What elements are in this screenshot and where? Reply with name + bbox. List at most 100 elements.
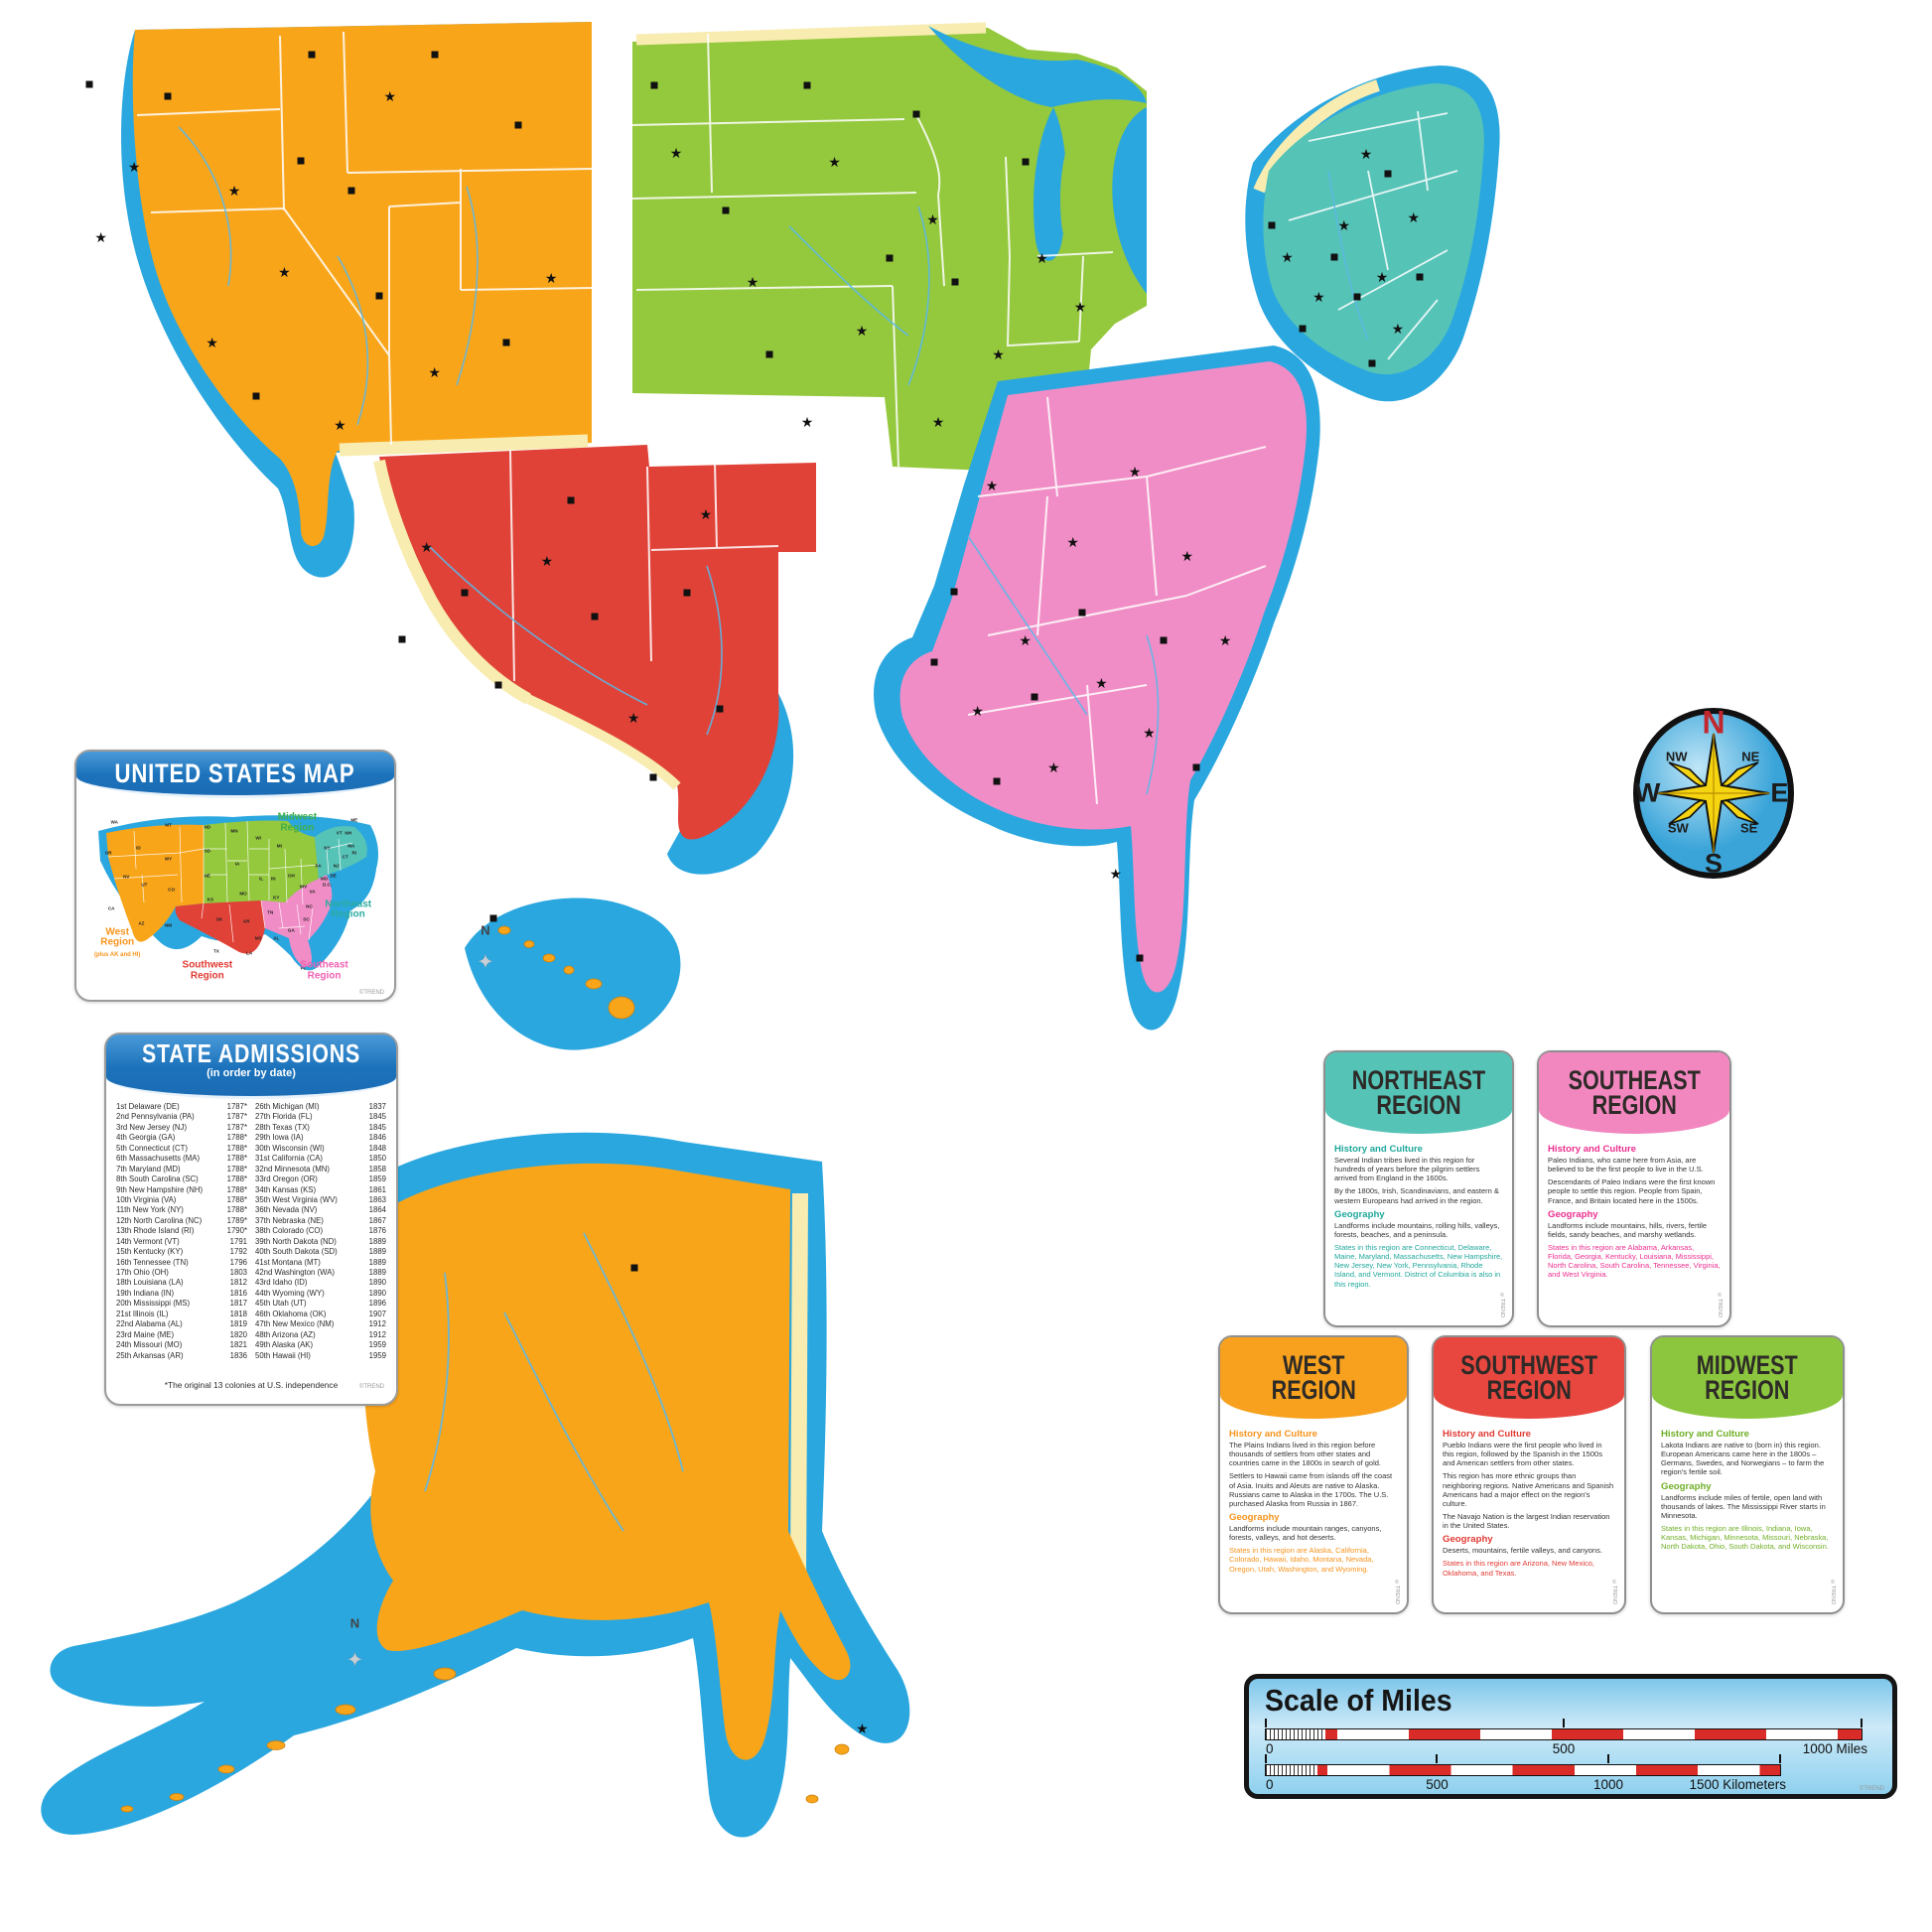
state-abbreviation: GA [287,927,295,933]
city-square-marker [886,254,893,262]
southeast-region-card[interactable]: SOUTHEAST REGION History and Culture Pale… [1537,1050,1731,1327]
state-name: 3rd New Jersey (NJ) [116,1122,188,1132]
state-borders [136,31,593,446]
southwest-land [379,445,816,840]
capital-star-marker: ★ [1073,298,1087,315]
paragraph: The Navajo Nation is the largest Indian … [1443,1511,1610,1531]
trend-credit: ©TREND [1830,1580,1836,1604]
midwest-region-card[interactable]: MIDWEST REGION History and Culture Lakota… [1650,1335,1845,1614]
admission-year: 1959 [368,1350,386,1360]
capital-star-marker: ★ [1128,463,1142,480]
admission-row: 4th Georgia (GA) 1788* [116,1133,247,1143]
admission-row: 37th Nebraska (NE) 1867 [255,1216,386,1226]
card-title: WEST REGION [1271,1350,1356,1405]
compass-rose[interactable]: N NE E SE S SW W NW [1633,704,1794,880]
admission-year: 1850 [368,1154,386,1164]
paragraph: This region has more ethnic groups than … [1443,1471,1614,1508]
minimap-labels: WA OR CA NV ID MT WY UT CO AZ NM ND SD NE KS OK TX MN IA MO… [84,803,384,988]
scale-tick [1436,1754,1439,1763]
admission-year: 1907 [368,1309,386,1318]
compass-point-ne: NE [1741,749,1760,764]
state-name: 16th Tennessee (TN) [116,1257,189,1267]
west-region-map-piece[interactable]: ★ ★ ★ ★ ★ ★ ★ ★ ★ [40,8,596,596]
state-borders [967,396,1267,805]
city-square-marker [950,588,958,596]
capital-star-marker: ★ [828,154,841,171]
admission-year: 1876 [368,1226,386,1236]
scale-label: 0 [1266,1741,1274,1756]
state-admissions-card[interactable]: STATE ADMISSIONS (in order by date) 1st … [104,1033,398,1406]
hawaii-map-piece[interactable]: N ✦ [435,879,688,1077]
admission-row: 40th South Dakota (SD) 1889 [255,1247,386,1257]
capital-star-marker: ★ [1143,724,1156,741]
minimap-region-label: (plus AK and HI) [93,951,141,958]
admission-row: 20th Mississippi (MS) 1817 [116,1299,247,1309]
paragraph: Deserts, mountains, fertile valleys, and… [1443,1546,1602,1556]
section-heading: Geography [1548,1208,1598,1220]
midwest-region-map-piece[interactable]: ★ ★ ★ ★ ★ ★ ★ ★ ★ ★ [611,8,1157,489]
northeast-region-card[interactable]: NORTHEAST REGION History and Culture Seve… [1323,1050,1514,1327]
admission-row: 24th Missouri (MO) 1821 [116,1340,247,1350]
state-name: 41st Montana (MT) [255,1257,321,1267]
admission-row: 36th Nevada (NV) 1864 [255,1205,386,1215]
lake-michigan [1034,107,1067,261]
admission-year: 1791 [229,1236,247,1246]
hawaiian-islands [497,925,635,1020]
state-abbreviation: CT [342,854,348,860]
state-name: 25th Arkansas (AR) [116,1350,184,1360]
state-name: 18th Louisiana (LA) [116,1278,184,1288]
trend-credit: ©TREND [1859,1786,1884,1792]
alaska-map-piece[interactable]: N ✦ ★ [28,1114,976,1923]
state-name: 5th Connecticut (CT) [116,1143,188,1153]
scale-tick [1779,1754,1781,1763]
section-heading: History and Culture [1443,1429,1532,1440]
admission-row: 23rd Maine (ME) 1820 [116,1330,247,1340]
compass-star-icon: ✦ [346,1649,363,1672]
alaska-city-markers: ★ [28,1114,976,1923]
united-states-map-card[interactable]: UNITED STATES MAP WA OR CA NV ID MT WY UT CO AZ N [74,750,396,1002]
state-abbreviation: TX [212,948,219,954]
state-abbreviation: WI [255,835,261,841]
admission-row: 16th Tennessee (TN) 1796 [116,1258,247,1268]
state-name: 1st Delaware (DE) [116,1102,180,1111]
scale-of-miles-card[interactable]: Scale of Miles 0 500 1000 Miles 0 500 1000 15… [1244,1674,1897,1799]
admission-year: 1837 [368,1102,386,1111]
state-name: 6th Massachusetts (MA) [116,1154,201,1164]
paragraph: Pueblo Indians were the first people who… [1443,1441,1602,1468]
city-square-marker [930,658,938,666]
city-square-marker [765,350,772,358]
admission-row: 48th Arizona (AZ) 1912 [255,1330,386,1340]
state-abbreviation: NM [164,922,173,928]
minimap-midwest [204,820,319,903]
admission-year: 1803 [229,1268,247,1277]
state-abbreviation: SD [204,848,211,854]
city-square-marker [591,613,599,621]
southwest-region-card[interactable]: SOUTHWEST REGION History and Culture Pueb… [1432,1335,1626,1614]
admission-year: 1788* [226,1194,247,1204]
southwest-region-map-piece[interactable]: ★ ★ ★ ★ [349,427,831,889]
city-square-marker [993,777,1001,785]
alaska-piece-art [41,1132,910,1838]
northeast-land [1263,83,1484,375]
admission-year: 1889 [368,1247,386,1257]
city-square-marker [461,589,469,597]
admission-row: 28th Texas (TX) 1845 [255,1123,386,1133]
admission-year: 1863 [368,1194,386,1204]
scale-title: Scale of Miles [1265,1683,1452,1718]
trend-credit: ©TREND [358,1384,384,1390]
southeast-region-map-piece[interactable]: ★ ★ ★ ★ ★ ★ ★ ★ ★ ★ ★ [849,338,1325,1042]
state-name: 38th Colorado (CO) [255,1226,324,1236]
scale-hatch-segment [1266,1729,1325,1739]
hawaii-piece-art [465,897,681,1050]
state-name: 12th North Carolina (NC) [116,1215,203,1225]
admission-year: 1845 [368,1112,386,1122]
admission-year: 1796 [229,1257,247,1267]
admission-row: 30th Wisconsin (WI) 1848 [255,1144,386,1154]
northeast-region-map-piece[interactable]: ★ ★ ★ ★ ★ ★ ★ [1189,52,1505,447]
admission-row: 33rd Oregon (OR) 1859 [255,1174,386,1184]
admission-year: 1867 [368,1215,386,1225]
capital-star-marker: ★ [227,182,241,199]
state-abbreviation: NE [204,873,211,879]
west-region-card[interactable]: WEST REGION History and Culture The Plain… [1218,1335,1409,1614]
rivers [967,535,1160,795]
